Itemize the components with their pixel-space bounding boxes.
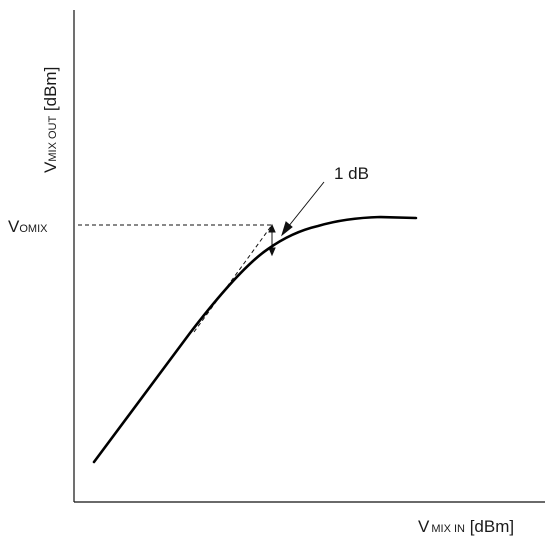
vomix-label-main: V	[8, 217, 20, 236]
x-axis-label-main: V	[418, 517, 430, 536]
x-axis-label: V MIX IN [dBm]	[418, 517, 514, 536]
axes	[73, 10, 545, 503]
leader-arrowhead-icon	[281, 221, 293, 237]
y-axis-label: VMIX OUT [dBm]	[41, 67, 60, 173]
vomix-level-label: VOMIX	[8, 217, 48, 236]
x-axis-label-unit: [dBm]	[465, 517, 514, 536]
y-axis-label-unit: [dBm]	[41, 67, 60, 116]
ideal-linear-extension	[193, 224, 273, 333]
transfer-curve	[92, 215, 418, 464]
one-db-annotation: 1 dB	[334, 164, 369, 183]
one-db-marker	[268, 223, 276, 257]
x-axis-label-sub: MIX IN	[431, 523, 465, 535]
reference-lines	[78, 224, 273, 333]
y-axis-label-main: V	[41, 161, 60, 173]
gap-arrow-up-icon	[268, 223, 276, 233]
y-axis-label-sub: MIX OUT	[47, 116, 59, 162]
vomix-label-sub: OMIX	[19, 223, 48, 235]
annotation-leader	[281, 181, 325, 237]
leader-line	[287, 181, 325, 228]
gap-arrow-down-icon	[268, 247, 276, 257]
